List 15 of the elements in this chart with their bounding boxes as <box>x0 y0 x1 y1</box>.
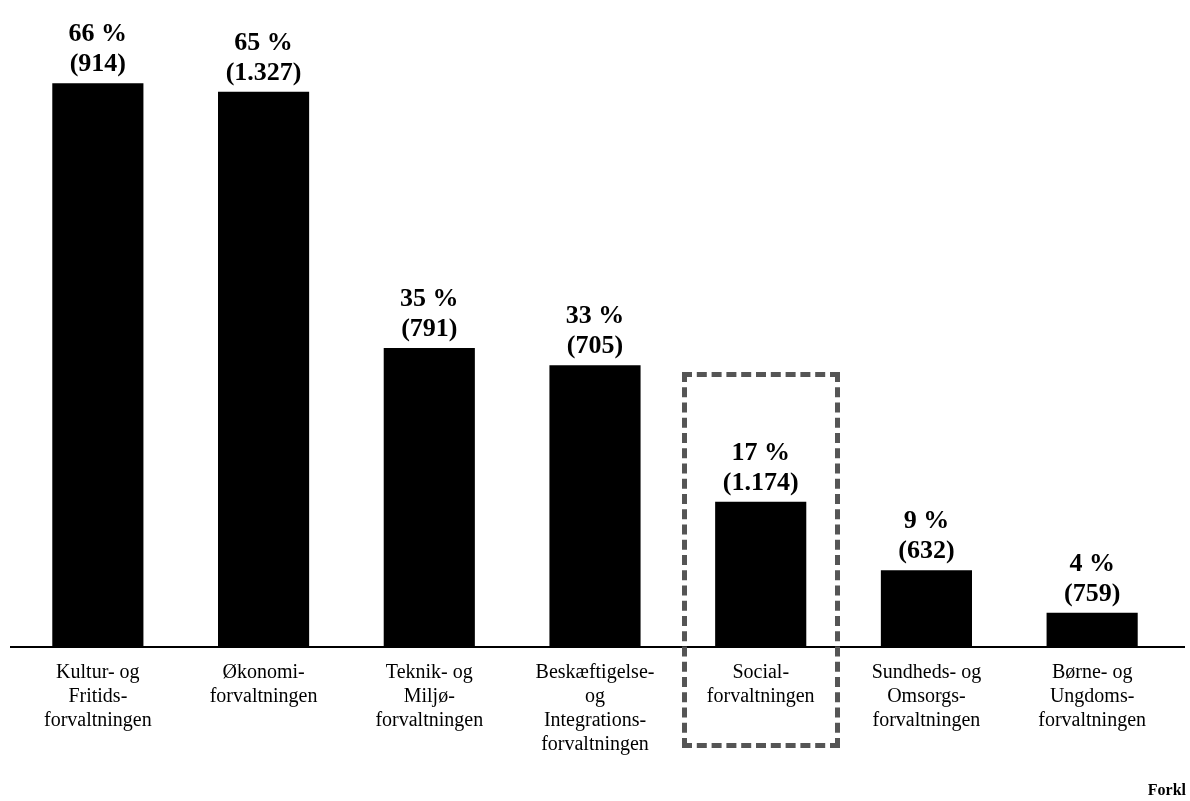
x-tick-label: Social- forvaltningen <box>706 660 815 708</box>
x-tick-label: Beskæftigelse- og Integrations- forvaltningen <box>535 660 655 756</box>
x-tick-label: Teknik- og Miljø- forvaltningen <box>375 660 484 732</box>
data-label: 9 % (632) <box>898 504 955 564</box>
data-label: 33 % (705) <box>565 299 625 359</box>
data-label: 65 % (1.327) <box>225 26 302 86</box>
data-label: 35 % (791) <box>400 282 459 342</box>
x-tick-label: Kultur- og Fritids- forvaltningen <box>43 660 152 732</box>
x-tick-label: Økonomi- forvaltningen <box>209 660 318 708</box>
data-label: 17 % (1.174) <box>722 436 799 496</box>
text: Forkl <box>1147 781 1187 799</box>
data-label: 4 % (759) <box>1063 547 1121 607</box>
x-tick-label: Børne- og Ungdoms- forvaltningen <box>1038 660 1147 732</box>
x-tick-label: Sundheds- og Omsorgs- forvaltningen <box>871 660 982 732</box>
data-label: 66 % (914) <box>68 18 128 77</box>
